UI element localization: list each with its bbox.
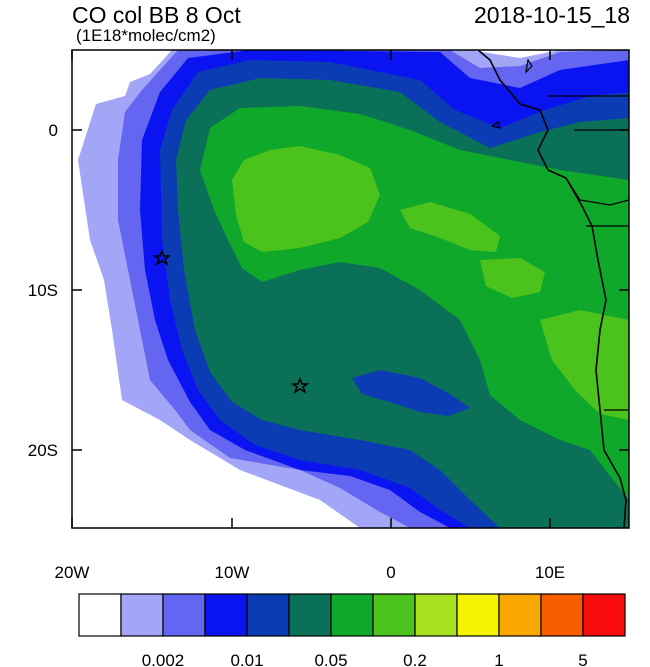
colorbar-swatch xyxy=(456,593,500,637)
contour-band-5b xyxy=(262,290,470,400)
y-ticks xyxy=(72,129,629,451)
plot-frame xyxy=(71,49,630,529)
contour-band-7b xyxy=(400,202,500,252)
colorbar-swatch xyxy=(330,593,374,637)
contour-band-7 xyxy=(232,146,380,252)
colorbar-label: 0.002 xyxy=(142,651,185,667)
colorbar-swatch xyxy=(162,593,206,637)
contour-band-7c xyxy=(480,258,545,298)
colorbar-label: 0.05 xyxy=(314,651,347,667)
units-label: (1E18*molec/cm2) xyxy=(76,26,216,45)
y-tick-label: 10S xyxy=(28,281,58,300)
colorbar-swatch xyxy=(246,593,290,637)
contour-band-4b xyxy=(352,370,470,416)
colorbar-swatch xyxy=(288,593,332,637)
colorbar-swatch xyxy=(414,593,458,637)
map-title: CO col BB 8 Oct xyxy=(72,2,241,28)
coastline xyxy=(477,50,627,528)
colorbar-swatch xyxy=(372,593,416,637)
x-tick-label: 0 xyxy=(386,563,395,582)
x-ticks xyxy=(71,50,551,528)
co-field xyxy=(72,50,629,528)
colorbar-label: 5 xyxy=(578,651,587,667)
contour-band-7d xyxy=(540,310,629,420)
colorbar-label: 1 xyxy=(494,651,503,667)
colorbar-swatch xyxy=(540,593,584,637)
colorbar-labels: 0.002 0.01 0.05 0.2 1 5 xyxy=(142,651,588,667)
star-marker-2 xyxy=(290,376,310,394)
star-marker-1 xyxy=(152,248,172,266)
colorbar xyxy=(78,593,626,637)
x-tick-label: 20W xyxy=(55,563,90,582)
x-tick-label: 10W xyxy=(215,563,250,582)
colorbar-label: 0.01 xyxy=(230,651,263,667)
x-tick-label: 10E xyxy=(535,563,565,582)
colorbar-swatch xyxy=(582,593,626,637)
y-tick-label: 0 xyxy=(49,121,58,140)
colorbar-swatch xyxy=(78,593,122,637)
timestamp-label: 2018-10-15_18 xyxy=(473,2,630,28)
colorbar-swatch xyxy=(120,593,164,637)
colorbar-swatch xyxy=(498,593,542,637)
y-tick-label: 20S xyxy=(28,441,58,460)
colorbar-label: 0.2 xyxy=(403,651,427,667)
colorbar-swatch xyxy=(204,593,248,637)
border-lines xyxy=(490,58,629,411)
